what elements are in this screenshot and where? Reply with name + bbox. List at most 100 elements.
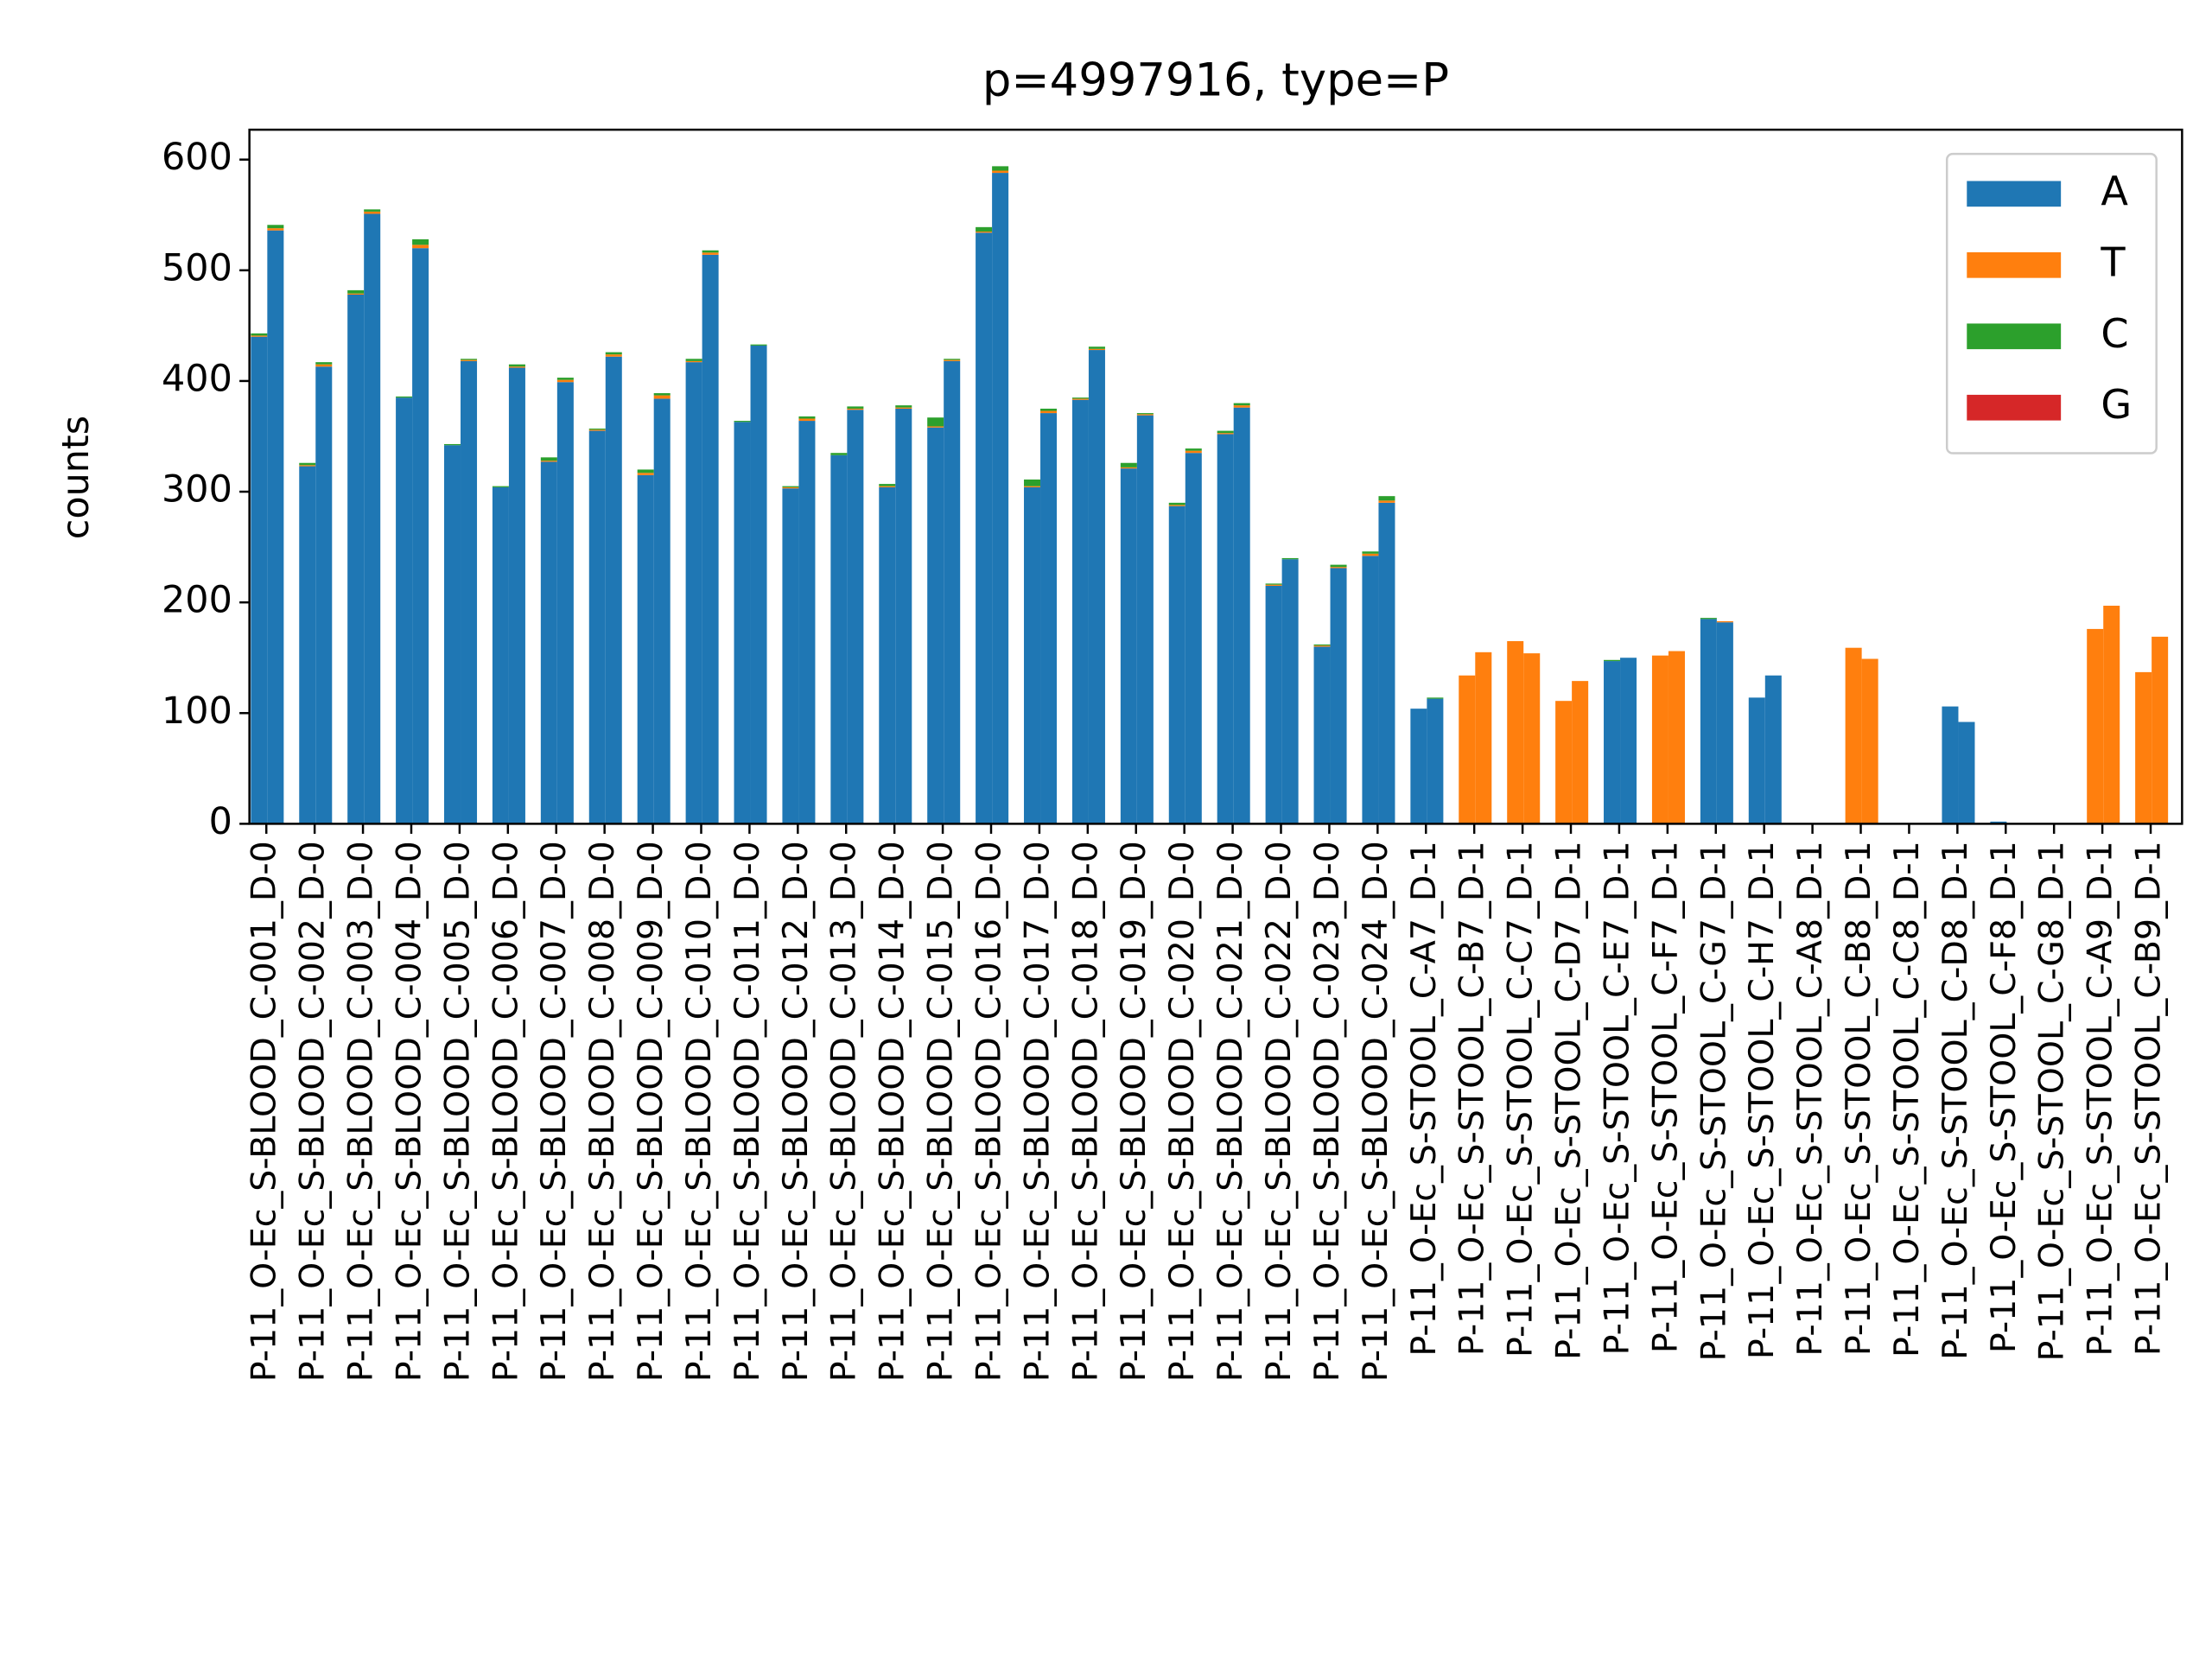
bar-segment (702, 254, 719, 824)
bar-segment (992, 173, 1009, 824)
x-tick-label: P-11_O-Ec_S-STOOL_C-A7_D-1 (1404, 841, 1444, 1356)
x-tick-label: P-11_O-Ec_S-BLOOD_C-016_D-0 (969, 841, 1008, 1382)
bar-segment (1024, 486, 1041, 487)
x-tick-label: P-11_O-Ec_S-BLOOD_C-008_D-0 (582, 841, 622, 1382)
plot-frame (248, 128, 2183, 825)
bar-segment (1120, 462, 1137, 467)
bar-segment (1233, 405, 1250, 408)
bar-segment (798, 418, 816, 422)
bar-segment (492, 486, 509, 824)
bar-segment (508, 367, 525, 824)
bar-segment (251, 336, 268, 824)
bar-segment (944, 359, 961, 361)
bar-segment (1378, 496, 1395, 501)
bar-segment (1217, 433, 1234, 435)
bar-segment (1233, 407, 1250, 824)
bar-segment (267, 225, 284, 229)
bar-segment (1362, 553, 1379, 556)
bar-segment (267, 228, 284, 231)
x-tick-label: P-11_O-Ec_S-STOOL_C-B9_D-1 (2129, 841, 2169, 1356)
bar-segment (1233, 403, 1250, 406)
bar-segment (1217, 430, 1234, 434)
bar-segment (1523, 653, 1541, 824)
x-tick-label: P-11_O-Ec_S-STOOL_C-G8_D-1 (2032, 841, 2072, 1361)
bar-segment (1281, 557, 1299, 560)
bar-segment (1475, 652, 1492, 824)
y-tick-label: 400 (162, 357, 232, 400)
bar-segment (685, 359, 702, 361)
x-tick-label: P-11_O-Ec_S-BLOOD_C-014_D-0 (873, 841, 912, 1382)
x-tick-label: P-11_O-Ec_S-BLOOD_C-021_D-0 (1211, 841, 1250, 1382)
bar-segment (2087, 628, 2104, 824)
bar-segment (540, 457, 557, 461)
x-tick-label: P-11_O-Ec_S-STOOL_C-F7_D-1 (1645, 841, 1685, 1353)
legend-swatch (1967, 323, 2062, 350)
y-axis-label: counts (54, 416, 98, 539)
x-tick-label: P-11_O-Ec_S-STOOL_C-D8_D-1 (1936, 841, 1975, 1360)
y-tick-label: 300 (162, 468, 232, 512)
bar-segment (847, 410, 864, 824)
bar-segment (540, 461, 557, 824)
bar-segment (1507, 641, 1524, 824)
bar-segment (637, 473, 654, 475)
bar-segment (830, 454, 848, 824)
bar-segment (1845, 647, 1862, 824)
bar-segment (734, 422, 751, 824)
bar-segment (492, 486, 509, 487)
bar-segment (1572, 681, 1589, 824)
bar-segment (1136, 414, 1154, 416)
bar-segment (895, 408, 912, 824)
bar-segment (1362, 551, 1379, 554)
bar-segment (1040, 410, 1058, 414)
x-tick-label: P-11_O-Ec_S-BLOOD_C-010_D-0 (679, 841, 719, 1382)
bar-segment (1861, 658, 1878, 824)
x-tick-label: P-11_O-Ec_S-BLOOD_C-020_D-0 (1162, 841, 1202, 1382)
bar-segment (1265, 583, 1282, 585)
bar-segment (1700, 619, 1717, 824)
bar-segment (1281, 559, 1299, 824)
y-tick-label: 500 (162, 246, 232, 289)
x-tick-label: P-11_O-Ec_S-BLOOD_C-024_D-0 (1356, 841, 1395, 1382)
x-tick-label: P-11_O-Ec_S-BLOOD_C-009_D-0 (631, 841, 671, 1382)
bar-segment (685, 362, 702, 824)
bar-segment (2103, 606, 2120, 824)
legend-label: G (2101, 381, 2132, 428)
bar-segment (251, 333, 268, 336)
bar-segment (508, 366, 525, 368)
bar-segment (1330, 568, 1347, 824)
legend-box (1945, 152, 2158, 454)
bar-segment (1716, 620, 1733, 623)
bar-segment (412, 238, 429, 245)
x-tick-label: P-11_O-Ec_S-STOOL_C-A8_D-1 (1790, 841, 1830, 1356)
bar-segment (364, 211, 381, 214)
bar-segment (251, 335, 268, 337)
bar-segment (992, 166, 1009, 171)
x-tick-label: P-11_O-Ec_S-BLOOD_C-003_D-0 (341, 841, 381, 1382)
x-tick-label: P-11_O-Ec_S-BLOOD_C-005_D-0 (437, 841, 477, 1382)
x-tick-label: P-11_O-Ec_S-STOOL_C-A9_D-1 (2081, 841, 2120, 1356)
bar-segment (1168, 505, 1185, 824)
bar-segment (364, 209, 381, 212)
x-tick-label: P-11_O-Ec_S-STOOL_C-H7_D-1 (1742, 841, 1782, 1359)
bar-segment (1024, 486, 1041, 824)
bar-segment (1217, 434, 1234, 824)
bar-segment (315, 366, 333, 824)
bar-segment (1136, 415, 1154, 824)
x-tick-label: P-11_O-Ec_S-BLOOD_C-002_D-0 (293, 841, 333, 1382)
bar-segment (653, 393, 671, 396)
bar-segment (782, 486, 799, 487)
bar-segment (1378, 502, 1395, 824)
bar-segment (976, 226, 993, 232)
x-tick-label: P-11_O-Ec_S-BLOOD_C-019_D-0 (1114, 841, 1154, 1382)
bar-segment (1168, 502, 1185, 505)
bar-segment (685, 360, 702, 363)
bar-segment (299, 462, 316, 466)
bar-segment (1265, 584, 1282, 586)
bar-segment (1024, 479, 1041, 486)
y-tick-label: 200 (162, 579, 232, 622)
bar-segment (702, 252, 719, 255)
